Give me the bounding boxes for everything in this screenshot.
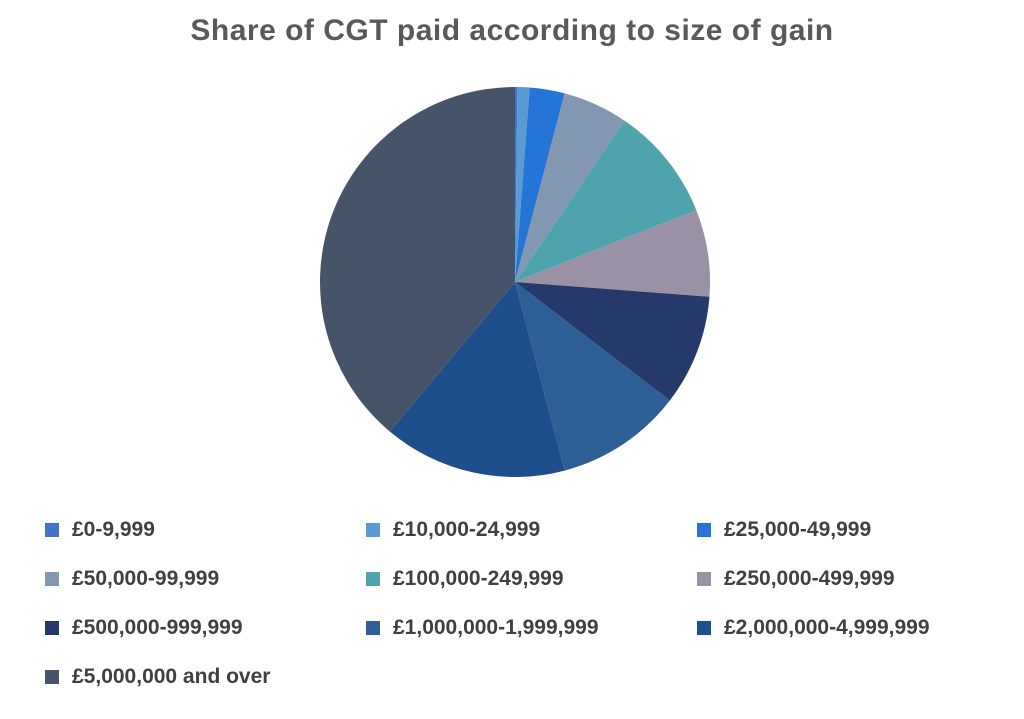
chart-title: Share of CGT paid according to size of g…	[190, 14, 834, 47]
pie-slice	[515, 210, 711, 297]
legend-swatch	[45, 523, 59, 537]
legend-label: £50,000-99,999	[72, 567, 220, 590]
pie-slice	[515, 282, 710, 401]
legend-swatch	[697, 523, 711, 537]
pie-slice	[515, 120, 697, 282]
legend-swatch	[366, 621, 380, 635]
legend-label: £100,000-249,999	[393, 567, 564, 590]
legend-swatch	[45, 670, 59, 684]
pie-slice	[515, 282, 670, 471]
legend-label: £25,000-49,999	[724, 518, 872, 541]
legend-label: £250,000-499,999	[724, 567, 895, 590]
legend-swatch	[697, 572, 711, 586]
legend-item: £10,000-24,999	[366, 516, 697, 544]
legend-label: £5,000,000 and over	[72, 665, 271, 688]
legend-item: £2,000,000-4,999,999	[697, 614, 1005, 642]
legend-label: £10,000-24,999	[393, 518, 541, 541]
legend-swatch	[697, 621, 711, 635]
legend-label: £500,000-999,999	[72, 616, 243, 639]
pie-chart	[315, 82, 715, 482]
legend-item: £250,000-499,999	[697, 565, 1005, 593]
legend-item: £100,000-249,999	[366, 565, 697, 593]
legend-swatch	[366, 572, 380, 586]
pie-slice	[515, 87, 530, 283]
pie-slice	[515, 87, 518, 282]
legend-item: £50,000-99,999	[45, 565, 366, 593]
pie-slice	[319, 87, 515, 432]
legend-label: £1,000,000-1,999,999	[393, 616, 599, 639]
legend-swatch	[45, 621, 59, 635]
legend: £0-9,999 £10,000-24,999 £25,000-49,999 £50,…	[45, 516, 1005, 691]
legend-item: £0-9,999	[45, 516, 366, 544]
legend-item: £500,000-999,999	[45, 614, 366, 642]
legend-label: £2,000,000-4,999,999	[724, 616, 930, 639]
legend-label: £0-9,999	[72, 518, 155, 541]
legend-item: £1,000,000-1,999,999	[366, 614, 697, 642]
pie-slice	[515, 93, 625, 283]
legend-swatch	[45, 572, 59, 586]
legend-swatch	[366, 523, 380, 537]
pie-chart-svg	[319, 87, 711, 478]
pie-slice	[515, 87, 565, 282]
legend-item: £25,000-49,999	[697, 516, 1005, 544]
legend-item: £5,000,000 and over	[45, 663, 366, 691]
pie-slice	[389, 282, 565, 478]
